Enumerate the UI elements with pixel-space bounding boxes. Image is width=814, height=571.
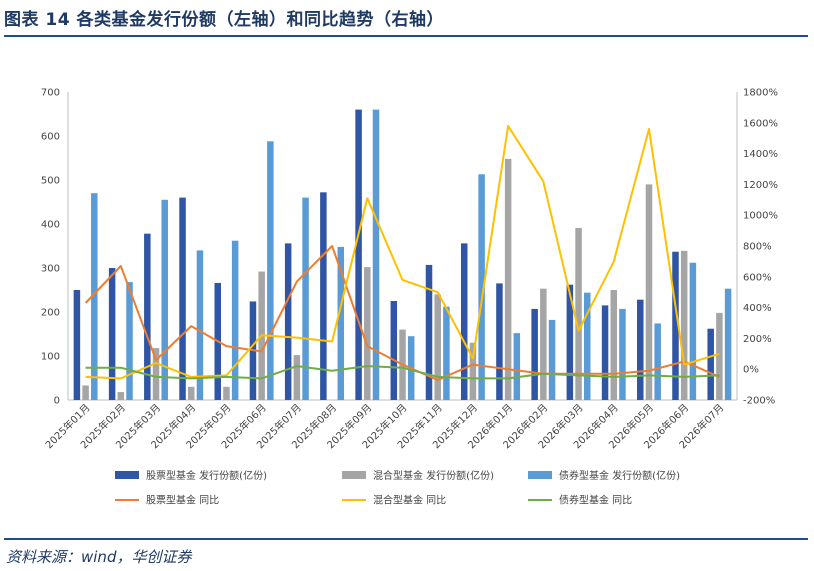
bar-series3	[267, 141, 274, 400]
bar-series1	[320, 192, 327, 400]
bar-series1	[566, 284, 574, 400]
bar-series1	[531, 308, 538, 400]
bar-series1	[390, 301, 398, 400]
bar-series2	[434, 294, 441, 400]
left-tick-label: 100	[41, 352, 60, 363]
line-series3	[85, 365, 720, 380]
left-tick-label: 500	[41, 176, 60, 187]
legend-swatch	[115, 471, 139, 479]
right-tick-label: 1400%	[743, 149, 778, 160]
bar-series3	[619, 308, 626, 400]
bar-series2	[82, 385, 89, 400]
bar-series3	[372, 109, 380, 400]
bar-series2	[223, 386, 230, 400]
right-tick-label: 1800%	[743, 88, 778, 99]
bar-series3	[654, 323, 661, 400]
legend-swatch	[528, 471, 552, 479]
bar-series2	[117, 392, 125, 400]
right-tick-label: 600%	[743, 272, 772, 283]
bar-series2	[469, 342, 477, 400]
bar-series3	[548, 319, 556, 400]
bar-series3	[231, 240, 239, 400]
legend-label: 股票型基金 发行份额(亿份)	[146, 469, 267, 482]
bar-series1	[601, 305, 609, 400]
bar-series1	[284, 243, 292, 400]
bar-series1	[707, 328, 714, 400]
right-tick-label: 1600%	[743, 118, 778, 129]
right-tick-label: 1000%	[743, 211, 778, 222]
legend-swatch	[342, 471, 366, 479]
bar-series1	[355, 109, 362, 400]
bar-series3	[689, 262, 697, 400]
bar-series1	[460, 243, 468, 400]
bar-series3	[302, 197, 309, 400]
bar-series2	[187, 386, 195, 400]
bar-series3	[724, 288, 732, 400]
bar-series1	[672, 251, 679, 400]
right-tick-label: -200%	[743, 396, 775, 407]
title-underline	[4, 35, 808, 37]
left-tick-label: 400	[41, 220, 60, 231]
bar-series3	[584, 292, 591, 400]
line-series2	[85, 124, 720, 380]
bar-series2	[680, 250, 688, 400]
source-note: 资料来源：wind，华创证券	[6, 548, 192, 566]
legend-label: 债券型基金 同比	[559, 494, 632, 507]
bar-series2	[645, 184, 653, 400]
bar-series2	[293, 355, 301, 400]
bar-series1	[496, 283, 503, 400]
bar-series1	[425, 264, 433, 400]
bar-series3	[161, 199, 168, 400]
bar-series3	[91, 193, 98, 400]
right-tick-label: 0%	[743, 365, 759, 376]
fund-issuance-chart: 0 100 200 300 400 500 600 700 -200% 0% 200% 400% 600…	[41, 88, 778, 507]
left-tick-label: 0	[54, 396, 60, 407]
bar-series2	[364, 267, 371, 400]
bar-series2	[152, 348, 160, 400]
left-tick-label: 600	[41, 132, 60, 143]
bar-series3	[126, 282, 133, 400]
bar-series1	[179, 197, 186, 400]
right-tick-label: 400%	[743, 303, 772, 314]
line-series1	[84, 245, 720, 381]
footer-rule	[4, 538, 808, 540]
figure-title: 图表 14 各类基金发行份额（左轴）和同比趋势（右轴）	[4, 10, 444, 30]
bar-series1	[108, 268, 116, 400]
right-tick-label: 800%	[743, 242, 772, 253]
bar-series3	[513, 333, 521, 400]
left-tick-label: 300	[41, 264, 60, 275]
bar-series1	[73, 290, 81, 400]
legend-label: 混合型基金 同比	[373, 494, 446, 507]
bar-series2	[504, 158, 512, 400]
bar-series3	[337, 246, 345, 400]
bar-series3	[196, 250, 204, 400]
left-tick-label: 700	[41, 88, 60, 99]
bar-series1	[144, 233, 151, 400]
bar-series3	[478, 174, 485, 400]
bar-series2	[610, 290, 618, 400]
right-tick-label: 200%	[743, 334, 772, 345]
bar-series2	[716, 312, 723, 400]
bar-series2	[575, 227, 582, 400]
bar-series1	[637, 299, 644, 400]
bar-series3	[443, 306, 450, 400]
legend-label: 混合型基金 发行份额(亿份)	[373, 469, 494, 482]
left-tick-label: 200	[41, 308, 60, 319]
bar-series2	[540, 288, 547, 400]
legend-label: 股票型基金 同比	[146, 494, 219, 507]
right-tick-label: 1200%	[743, 180, 778, 191]
legend-label: 债券型基金 发行份额(亿份)	[559, 469, 680, 482]
